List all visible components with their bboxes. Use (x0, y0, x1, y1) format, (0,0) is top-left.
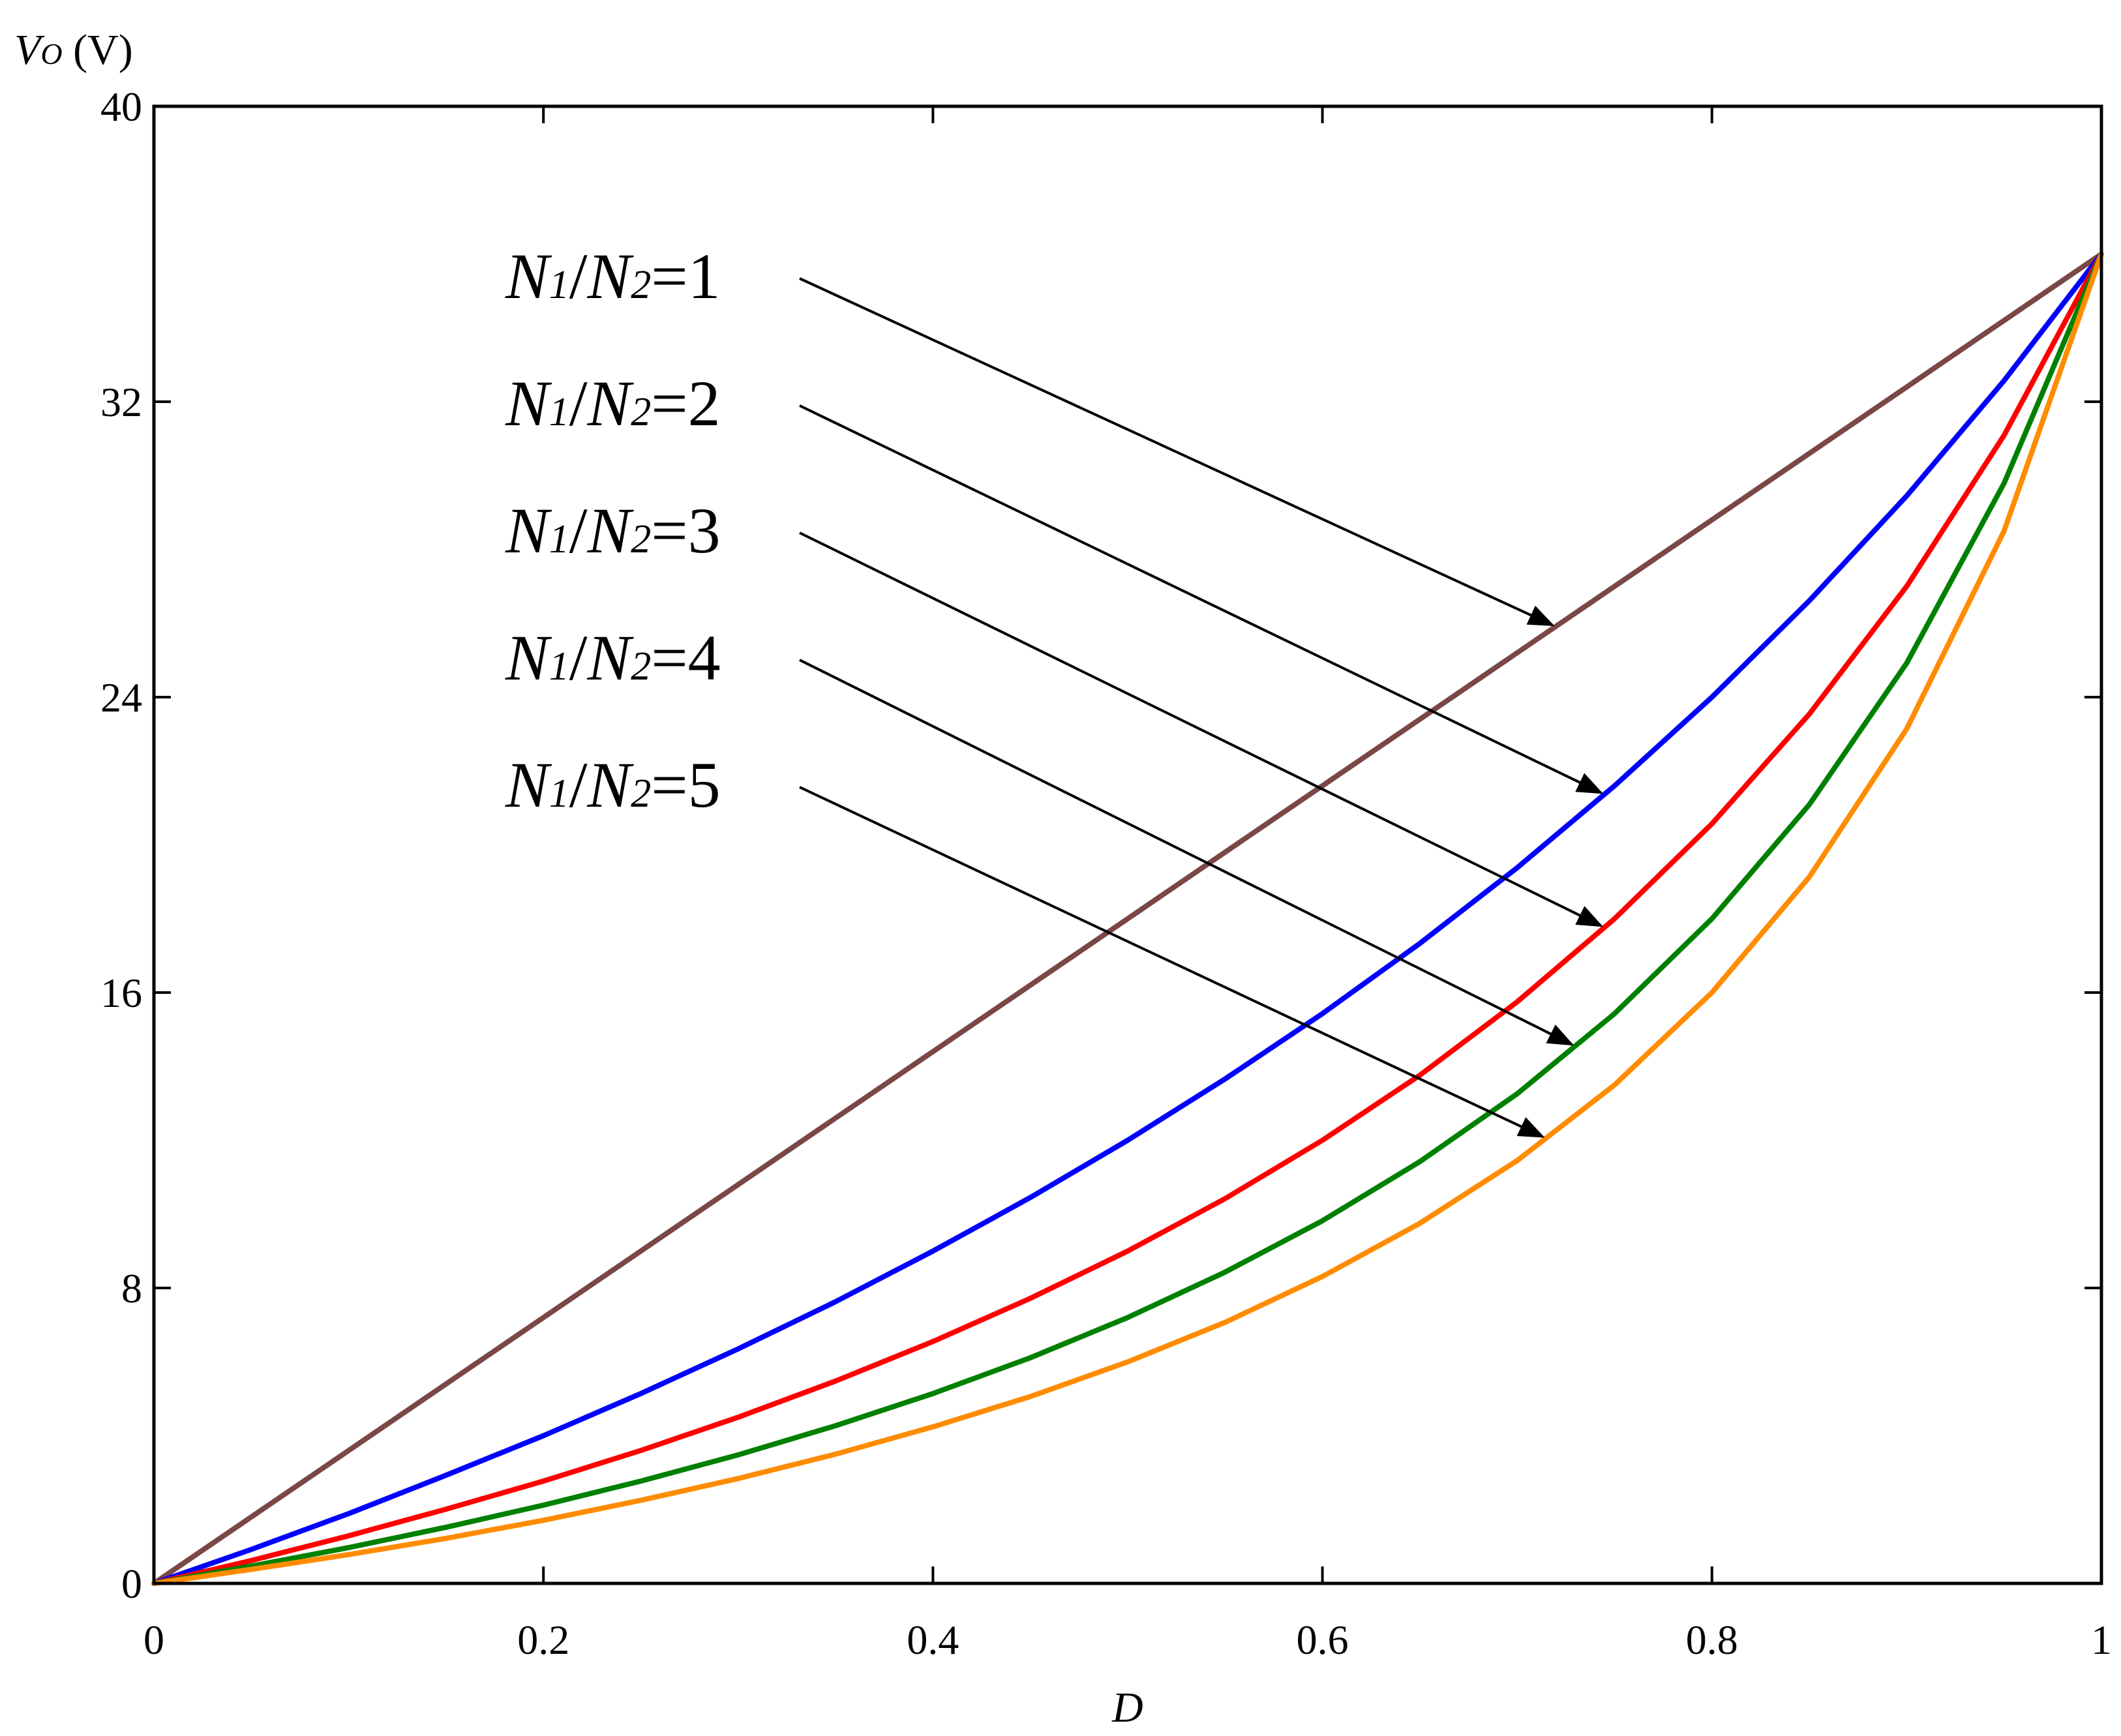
series-line-3 (151, 251, 2104, 1586)
annotation-sep: / (569, 494, 588, 567)
annotation-main1: N (505, 749, 552, 821)
annotation-label-4: N1/N2=4 (505, 621, 721, 694)
x-tick-label: 0.6 (1297, 1617, 1349, 1663)
y-axis-title-unit: (V) (63, 26, 133, 74)
annotation-sep: / (569, 621, 588, 694)
annotation-main1: N (505, 494, 552, 567)
series-lines (151, 251, 2104, 1586)
y-tick-label: 16 (100, 970, 142, 1016)
annotation-sep: / (569, 240, 588, 312)
x-tick-label: 0.8 (1686, 1617, 1738, 1663)
annotation-sub2: 2 (631, 390, 651, 434)
annotation-arrow-4 (799, 659, 1574, 1046)
annotation-arrow-2 (799, 404, 1604, 794)
annotation-main1: N (505, 367, 552, 440)
x-axis-title: D (1111, 1684, 1143, 1731)
y-tick-label: 40 (100, 83, 142, 130)
annotation-sub2: 2 (631, 517, 651, 561)
annotation-label-2: N1/N2=2 (505, 367, 721, 440)
x-tick-label: 0.4 (907, 1617, 959, 1663)
annotation-label-5: N1/N2=5 (505, 749, 721, 821)
annotation-sub1: 1 (549, 390, 569, 434)
x-tick-label: 0 (143, 1617, 164, 1663)
annotation-sub1: 1 (549, 771, 569, 816)
annotation-main2: N (587, 621, 635, 694)
y-tick-label: 0 (121, 1561, 142, 1607)
y-tick-label: 32 (100, 379, 142, 425)
annotation-sub2: 2 (631, 771, 651, 816)
annotation-arrow-3 (799, 531, 1604, 927)
annotation-label-3: N1/N2=3 (505, 494, 721, 567)
series-line-5 (151, 251, 2104, 1586)
annotation-value: =5 (651, 749, 720, 821)
series-annotations: N1/N2=1N1/N2=2N1/N2=3N1/N2=4N1/N2=5 (505, 240, 1604, 1138)
annotation-value: =2 (651, 367, 720, 440)
y-axis-title: VO (V) (14, 26, 133, 74)
annotation-main2: N (587, 749, 635, 821)
annotation-sub1: 1 (549, 644, 569, 689)
y-tick-label: 24 (100, 674, 142, 721)
series-line-4 (151, 251, 2104, 1586)
series-line-2 (151, 251, 2104, 1586)
annotation-label-1: N1/N2=1 (505, 240, 721, 312)
annotation-sub2: 2 (631, 644, 651, 689)
y-axis-title-main: V (14, 26, 45, 74)
annotation-sep: / (569, 367, 588, 440)
y-axis-title-sub: O (40, 37, 62, 70)
annotation-sub1: 1 (549, 263, 569, 307)
annotation-main1: N (505, 240, 552, 312)
annotation-value: =1 (651, 240, 720, 312)
annotation-arrow-1 (799, 277, 1555, 627)
annotation-main2: N (587, 494, 635, 567)
annotation-sep: / (569, 749, 588, 821)
series-line-1 (151, 251, 2104, 1586)
annotation-main2: N (587, 367, 635, 440)
x-tick-label: 0.2 (517, 1617, 569, 1663)
annotation-main1: N (505, 621, 552, 694)
annotation-sub2: 2 (631, 263, 651, 307)
plot-frame (152, 104, 2103, 1585)
annotation-value: =3 (651, 494, 720, 567)
y-tick-label: 8 (121, 1265, 142, 1311)
annotation-main2: N (587, 240, 635, 312)
annotation-value: =4 (651, 621, 720, 694)
x-tick-label: 1 (2091, 1617, 2112, 1663)
tick-labels: 0 0.2 0.4 0.6 0.8 1 0 8 16 24 32 40 (100, 83, 2112, 1663)
annotation-arrow-5 (799, 786, 1545, 1138)
annotation-sub1: 1 (549, 517, 569, 561)
